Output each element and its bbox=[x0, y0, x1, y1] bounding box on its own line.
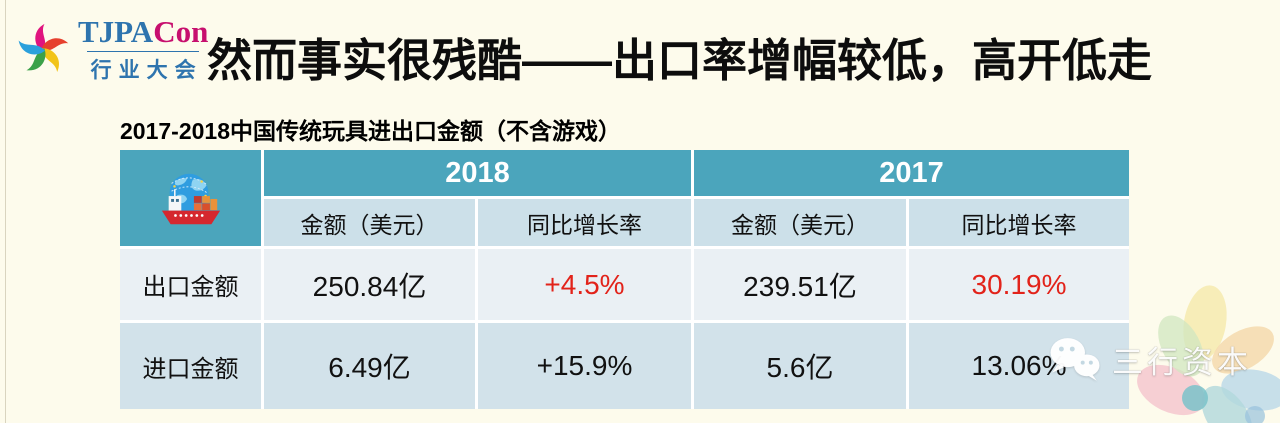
slide-title: 然而事实很残酷——出口率增幅较低，高开低走 bbox=[207, 35, 1153, 86]
header-year-2017: 2017 bbox=[694, 150, 1129, 196]
logo-subtitle: 行业大会 bbox=[90, 57, 203, 82]
watermark-label: 三行资本 bbox=[1112, 344, 1252, 380]
export-amount-2018: 250.84亿 bbox=[264, 249, 475, 320]
import-export-table: 2018 2017 金额（美元） 同比增长率 金额（美元） 同比增长率 出口金额… bbox=[120, 150, 1129, 409]
export-amount-2017: 239.51亿 bbox=[694, 249, 906, 320]
import-amount-2017: 5.6亿 bbox=[694, 323, 906, 409]
logo-brand-text: TJPACon bbox=[78, 14, 209, 49]
tjpacon-logo: TJPACon 行业大会 bbox=[14, 14, 209, 84]
export-growth-2018: +4.5% bbox=[478, 249, 691, 320]
globe-cargo-ship-icon bbox=[161, 173, 220, 225]
subheader-growth-2017: 同比增长率 bbox=[909, 199, 1129, 246]
header-year-2018: 2018 bbox=[264, 150, 691, 196]
table-caption: 2017-2018中国传统玩具进出口金额（不含游戏） bbox=[120, 118, 621, 144]
logo-brand-primary: TJPA bbox=[78, 14, 154, 49]
import-growth-2018: +15.9% bbox=[478, 323, 691, 409]
pinwheel-star-icon bbox=[18, 23, 69, 72]
page-edge-line bbox=[5, 0, 6, 423]
logo-divider bbox=[87, 50, 200, 52]
row-export-label: 出口金额 bbox=[120, 249, 261, 320]
logo-brand-secondary: Con bbox=[153, 14, 209, 49]
subheader-amount-2018: 金额（美元） bbox=[264, 199, 475, 246]
export-growth-2017: 30.19% bbox=[909, 249, 1129, 320]
subheader-amount-2017: 金额（美元） bbox=[694, 199, 906, 246]
wechat-icon bbox=[1050, 338, 1100, 381]
pinwheel-decoration bbox=[1137, 285, 1280, 423]
watermark: 三行资本 bbox=[1046, 334, 1252, 384]
subheader-growth-2018: 同比增长率 bbox=[478, 199, 691, 246]
table-corner-cell bbox=[120, 150, 261, 246]
row-import-label: 进口金额 bbox=[120, 323, 261, 409]
import-amount-2018: 6.49亿 bbox=[264, 323, 475, 409]
